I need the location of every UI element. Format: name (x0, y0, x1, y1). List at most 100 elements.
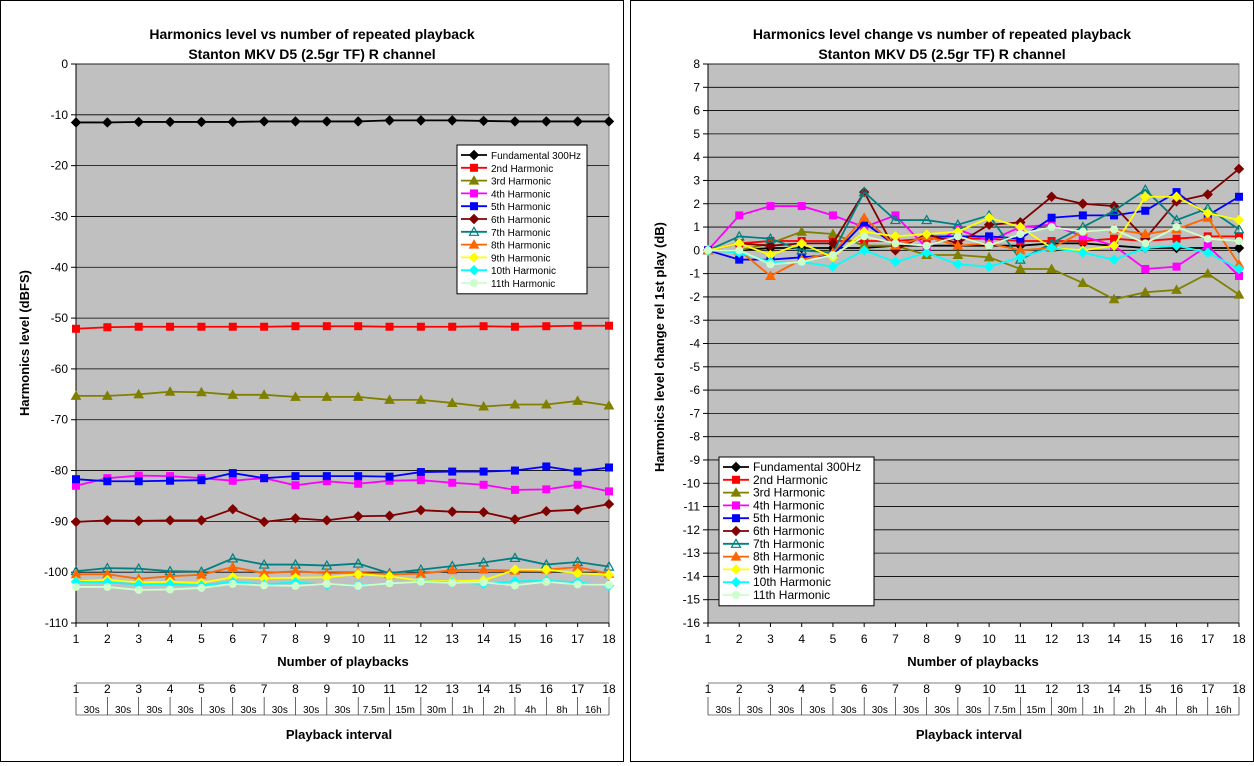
interval-label: 30s (778, 705, 794, 716)
legend-swatch-marker (732, 501, 740, 510)
interval-axis-label: Playback interval (916, 727, 1022, 742)
data-point (1078, 227, 1087, 236)
data-point (228, 476, 237, 485)
data-point (858, 245, 870, 256)
data-point (1233, 263, 1245, 275)
playback-number-label: 13 (1076, 682, 1090, 696)
data-point (291, 322, 300, 331)
series-line (708, 230, 1240, 301)
data-point (1202, 189, 1213, 200)
data-point (952, 249, 964, 259)
y-tick-label: -11 (684, 500, 701, 514)
data-point (447, 115, 458, 126)
data-point (1203, 234, 1212, 243)
series-line (75, 465, 610, 483)
data-point (384, 115, 395, 126)
interval-label: 16h (585, 705, 602, 716)
y-tick-label: -110 (45, 616, 68, 630)
data-point (164, 116, 176, 128)
data-point (921, 214, 933, 225)
data-point (1046, 263, 1057, 273)
series-fundamental-300hz (70, 115, 615, 128)
data-point (478, 564, 489, 574)
legend-entry: Fundamental 300Hz (753, 460, 861, 474)
legend-swatch-marker (468, 239, 480, 249)
data-point (196, 386, 207, 397)
playback-number-label: 14 (477, 682, 491, 696)
interval-label: 2h (494, 705, 505, 716)
data-point (322, 579, 331, 588)
playback-number-label: 5 (198, 682, 205, 696)
data-point (291, 581, 300, 590)
data-point (1171, 284, 1182, 294)
interval-label: 30s (872, 705, 888, 716)
legend-entry: 3rd Harmonic (491, 177, 551, 188)
data-point (479, 480, 488, 489)
interval-label: 4h (1155, 705, 1166, 716)
series-line (708, 226, 1240, 266)
y-tick-label: -6 (689, 383, 700, 397)
data-point (1202, 247, 1213, 258)
data-point (260, 322, 269, 331)
y-tick-label: 6 (693, 104, 700, 118)
data-point (603, 498, 615, 510)
legend-entry: 6th Harmonic (753, 524, 824, 538)
data-point (542, 322, 551, 331)
data-point (416, 577, 425, 586)
legend-swatch-marker (470, 189, 478, 198)
data-point (828, 250, 837, 259)
data-point (415, 504, 427, 516)
series-line (707, 188, 1240, 261)
data-point (1141, 264, 1150, 273)
playback-number-label: 11 (1014, 682, 1027, 696)
playback-number-label: 17 (571, 682, 585, 696)
data-point (541, 564, 552, 575)
legend-swatch-marker (730, 461, 742, 473)
x-tick-label: 18 (1232, 632, 1246, 646)
data-point (704, 246, 712, 255)
data-point (166, 585, 175, 594)
interval-label: 7.5m (994, 705, 1016, 716)
series-line (75, 324, 609, 330)
data-point (889, 214, 901, 225)
data-point (479, 578, 488, 587)
x-tick-label: 4 (798, 632, 805, 646)
y-tick-label: -7 (689, 406, 700, 420)
legend-entry: 2nd Harmonic (491, 164, 553, 175)
data-point (542, 485, 551, 494)
data-point (72, 582, 80, 591)
y-tick-label: -20 (51, 159, 69, 173)
interval-label: 16h (1215, 705, 1232, 716)
data-point (953, 232, 962, 241)
data-point (1233, 242, 1245, 254)
series-line (76, 119, 609, 124)
x-tick-label: 15 (508, 632, 522, 646)
data-point (1015, 252, 1026, 263)
data-point (72, 481, 80, 490)
data-point (322, 472, 331, 481)
x-tick-label: 1 (705, 632, 712, 646)
interval-label: 30s (716, 705, 732, 716)
data-point (1110, 211, 1119, 220)
data-point (228, 579, 237, 588)
y-tick-label: 8 (693, 57, 700, 71)
playback-number-label: 13 (446, 682, 460, 696)
y-tick-label: -4 (689, 337, 700, 351)
data-point (983, 212, 995, 223)
data-point (828, 211, 837, 220)
interval-label: 30s (903, 705, 919, 716)
y-tick-label: -2 (689, 290, 700, 304)
x-tick-label: 10 (982, 632, 996, 646)
data-point (478, 400, 489, 411)
y-tick-label: -14 (683, 569, 701, 583)
y-tick-label: -3 (689, 313, 700, 327)
data-point (1141, 239, 1150, 248)
x-tick-label: 13 (1076, 632, 1090, 646)
data-point (1233, 214, 1245, 226)
data-point (446, 397, 458, 407)
playback-number-label: 6 (229, 682, 236, 696)
data-point (572, 395, 584, 405)
y-tick-label: -80 (51, 464, 69, 478)
data-point (766, 202, 775, 211)
